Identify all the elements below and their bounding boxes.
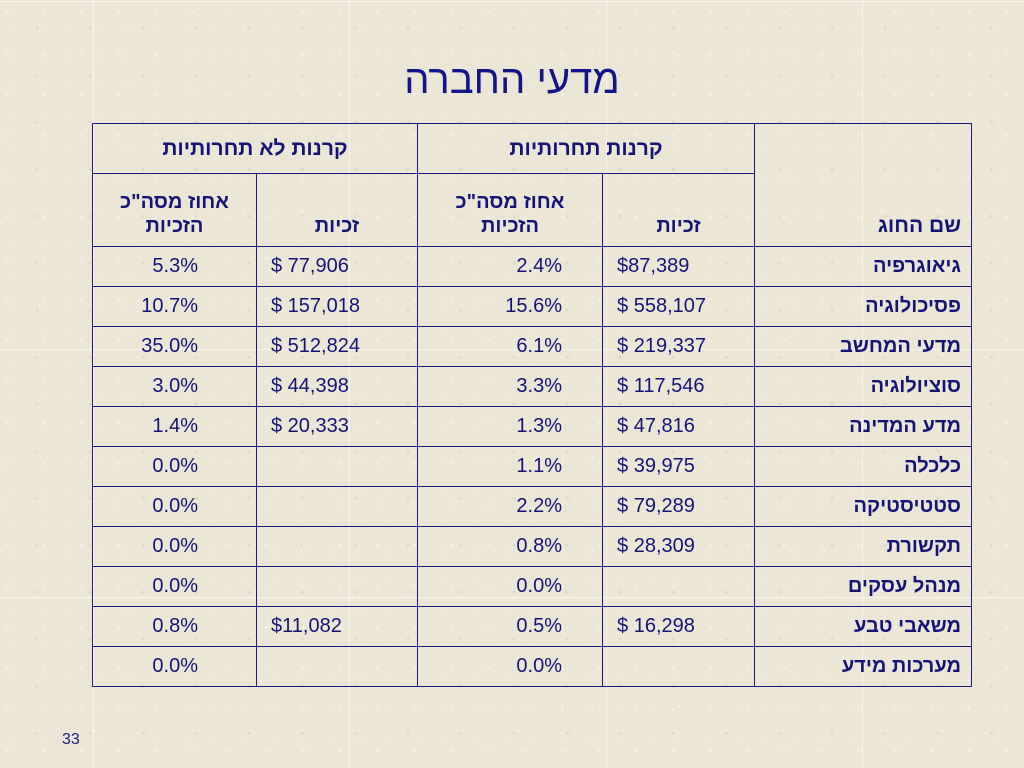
- noncompetitive-amount: $ 44,398: [256, 366, 418, 407]
- department-name: כלכלה: [754, 446, 973, 487]
- competitive-amount: $ 219,337: [602, 326, 756, 367]
- group-header-competitive: קרנות תחרותיות: [416, 123, 756, 174]
- department-name: סטטיסטיקה: [754, 486, 973, 527]
- noncompetitive-percent: 0.8%: [92, 606, 257, 647]
- noncompetitive-percent: 1.4%: [92, 406, 257, 447]
- competitive-percent: 3.3%: [416, 366, 604, 407]
- noncompetitive-amount: [256, 566, 418, 607]
- department-name: גיאוגרפיה: [754, 246, 973, 287]
- competitive-percent: 2.4%: [416, 246, 604, 287]
- competitive-amount: $ 117,546: [602, 366, 756, 407]
- department-name: סוציולוגיה: [754, 366, 973, 407]
- noncompetitive-amount: $ 157,018: [256, 286, 418, 327]
- noncompetitive-amount: [256, 646, 418, 687]
- page-number: 33: [62, 731, 80, 748]
- column-header-noncompetitive-percent: אחוז מסה"כ הזכיות: [92, 173, 257, 247]
- competitive-percent: 0.5%: [416, 606, 604, 647]
- competitive-amount: [602, 646, 756, 687]
- competitive-percent: 1.3%: [416, 406, 604, 447]
- table-row: תקשורת $ 28,309 0.8% 0.0%: [92, 526, 973, 567]
- noncompetitive-amount: $11,082: [256, 606, 418, 647]
- background-guide: [0, 1, 1024, 2]
- table-row: מערכות מידע 0.0% 0.0%: [92, 646, 973, 687]
- group-header-noncompetitive: קרנות לא תחרותיות: [92, 123, 418, 174]
- column-header-noncompetitive-rights: זכיות: [256, 173, 418, 247]
- noncompetitive-percent: 0.0%: [92, 566, 257, 607]
- noncompetitive-amount: [256, 526, 418, 567]
- table-row: פסיכולוגיה $ 558,107 15.6% $ 157,018 10.…: [92, 286, 973, 327]
- department-name: פסיכולוגיה: [754, 286, 973, 327]
- department-name: מערכות מידע: [754, 646, 973, 687]
- competitive-percent: 0.0%: [416, 566, 604, 607]
- competitive-amount: $87,389: [602, 246, 756, 287]
- noncompetitive-percent: 0.0%: [92, 526, 257, 567]
- noncompetitive-amount: $ 512,824: [256, 326, 418, 367]
- column-header-department: שם החוג: [754, 123, 973, 247]
- noncompetitive-amount: [256, 486, 418, 527]
- competitive-percent: 0.0%: [416, 646, 604, 687]
- competitive-amount: $ 16,298: [602, 606, 756, 647]
- competitive-amount: $ 47,816: [602, 406, 756, 447]
- table-row: מדעי המחשב $ 219,337 6.1% $ 512,824 35.0…: [92, 326, 973, 367]
- competitive-percent: 2.2%: [416, 486, 604, 527]
- table-row: סטטיסטיקה $ 79,289 2.2% 0.0%: [92, 486, 973, 527]
- noncompetitive-percent: 10.7%: [92, 286, 257, 327]
- competitive-percent: 1.1%: [416, 446, 604, 487]
- department-name: משאבי טבע: [754, 606, 973, 647]
- column-header-competitive-percent: אחוז מסה"כ הזכיות: [416, 173, 604, 247]
- competitive-percent: 6.1%: [416, 326, 604, 367]
- noncompetitive-percent: 5.3%: [92, 246, 257, 287]
- noncompetitive-percent: 3.0%: [92, 366, 257, 407]
- competitive-amount: [602, 566, 756, 607]
- table-row: כלכלה $ 39,975 1.1% 0.0%: [92, 446, 973, 487]
- competitive-amount: $ 558,107: [602, 286, 756, 327]
- competitive-amount: $ 39,975: [602, 446, 756, 487]
- noncompetitive-amount: $ 77,906: [256, 246, 418, 287]
- department-name: מנהל עסקים: [754, 566, 973, 607]
- noncompetitive-percent: 0.0%: [92, 486, 257, 527]
- table-row: משאבי טבע $ 16,298 0.5% $11,082 0.8%: [92, 606, 973, 647]
- table-row: מדע המדינה $ 47,816 1.3% $ 20,333 1.4%: [92, 406, 973, 447]
- department-name: תקשורת: [754, 526, 973, 567]
- noncompetitive-percent: 0.0%: [92, 646, 257, 687]
- competitive-amount: $ 28,309: [602, 526, 756, 567]
- table-row: מנהל עסקים 0.0% 0.0%: [92, 566, 973, 607]
- column-header-competitive-rights: זכיות: [602, 173, 756, 247]
- departments-table: שם החוג קרנות תחרותיות קרנות לא תחרותיות…: [92, 123, 973, 687]
- competitive-percent: 15.6%: [416, 286, 604, 327]
- noncompetitive-amount: $ 20,333: [256, 406, 418, 447]
- competitive-amount: $ 79,289: [602, 486, 756, 527]
- noncompetitive-percent: 35.0%: [92, 326, 257, 367]
- noncompetitive-amount: [256, 446, 418, 487]
- department-name: מדעי המחשב: [754, 326, 973, 367]
- slide-title: מדעי החברה: [404, 58, 620, 102]
- table-row: סוציולוגיה $ 117,546 3.3% $ 44,398 3.0%: [92, 366, 973, 407]
- noncompetitive-percent: 0.0%: [92, 446, 257, 487]
- department-name: מדע המדינה: [754, 406, 973, 447]
- table-row: גיאוגרפיה $87,389 2.4% $ 77,906 5.3%: [92, 246, 973, 287]
- table-body: גיאוגרפיה $87,389 2.4% $ 77,906 5.3% פסי…: [92, 246, 973, 687]
- competitive-percent: 0.8%: [416, 526, 604, 567]
